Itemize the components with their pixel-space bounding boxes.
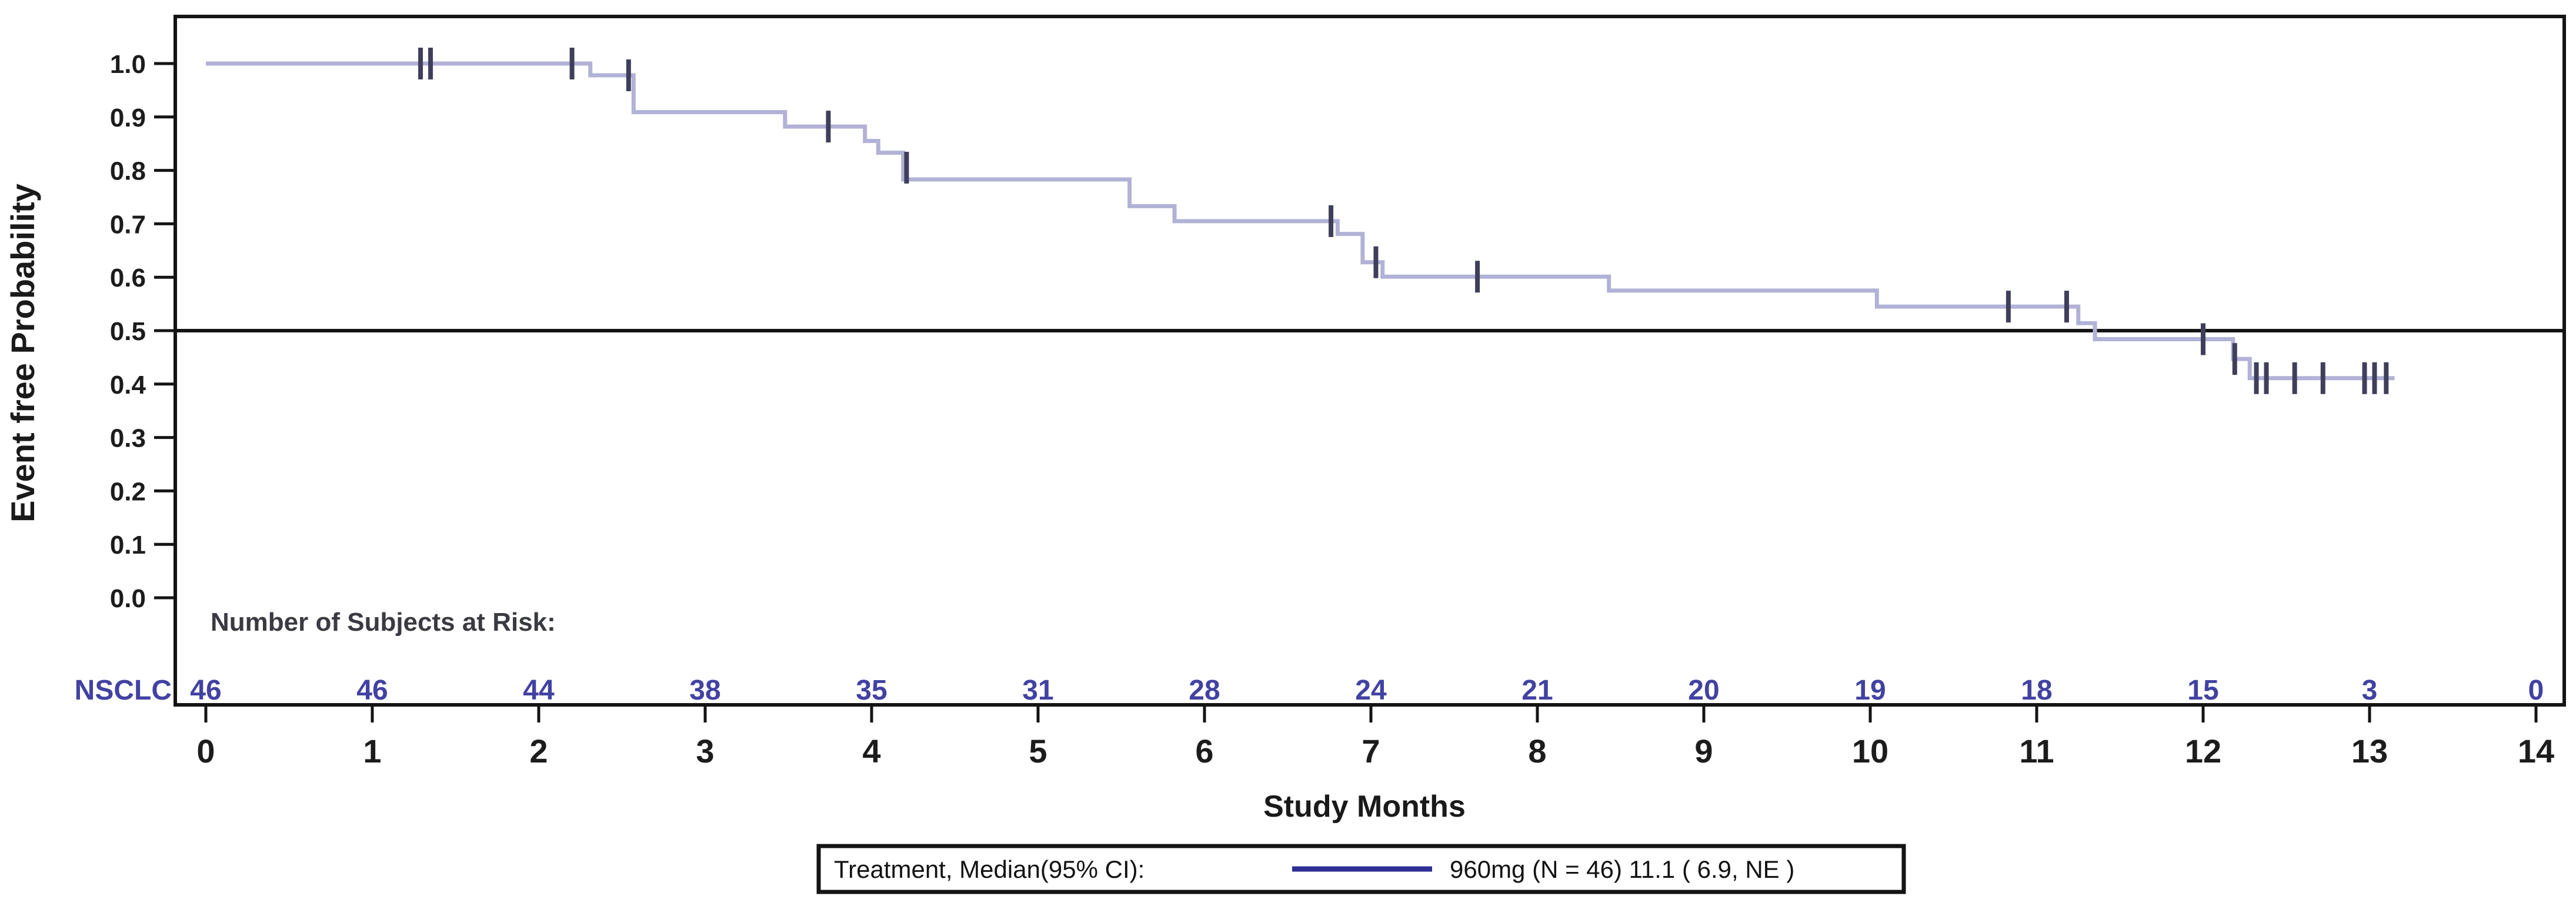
x-tick-label: 13 [2351, 732, 2388, 770]
y-tick-label: 0.7 [110, 210, 146, 239]
y-tick-label: 0.0 [110, 584, 146, 613]
x-tick-label: 6 [1195, 732, 1213, 770]
y-tick-label: 0.5 [110, 317, 146, 346]
y-tick-label: 0.2 [110, 477, 146, 506]
risk-count: 31 [1022, 675, 1053, 706]
risk-count: 15 [2187, 675, 2218, 706]
y-tick-label: 0.9 [110, 104, 146, 132]
y-tick-label: 0.4 [110, 371, 146, 399]
x-tick-label: 11 [2019, 732, 2054, 770]
x-tick-label: 2 [529, 732, 548, 770]
legend: Treatment, Median(95% CI): 960mg (N = 46… [816, 844, 1906, 894]
x-tick-label: 4 [862, 732, 880, 770]
plot-border [173, 15, 2566, 707]
x-tick-label: 1 [363, 732, 381, 770]
y-tick-label: 1.0 [110, 50, 146, 79]
risk-count: 28 [1189, 675, 1220, 706]
risk-row-label: NSCLC [75, 675, 172, 706]
km-curve [206, 61, 2395, 381]
y-tick-label: 0.8 [110, 157, 146, 186]
x-tick-label: 10 [1852, 732, 1888, 770]
x-tick-label: 3 [696, 732, 714, 770]
risk-count: 44 [523, 675, 555, 706]
x-tick-label: 0 [196, 732, 215, 770]
risk-count: 18 [2021, 675, 2052, 706]
x-tick-label: 5 [1029, 732, 1047, 770]
x-tick-label: 7 [1362, 732, 1380, 770]
x-tick-label: 14 [2518, 732, 2554, 770]
y-tick-label: 0.3 [110, 424, 146, 453]
legend-label-left: Treatment, Median(95% CI): [834, 855, 1144, 883]
x-tick-label: 9 [1694, 732, 1713, 770]
x-tick-label: 8 [1528, 732, 1546, 770]
y-axis-title: Event free Probability [4, 184, 41, 522]
risk-count: 24 [1355, 675, 1387, 706]
chart-dynamic-layer: 1.00.90.80.70.60.50.40.30.20.10.00 1 2 3 4 5 6… [110, 15, 2566, 770]
x-axis-title: Study Months [1263, 790, 1466, 824]
risk-count: 3 [2362, 675, 2378, 706]
risk-count: 38 [689, 675, 720, 706]
x-tick-label: 12 [2185, 732, 2221, 770]
risk-count: 20 [1688, 675, 1719, 706]
y-tick-label: 0.1 [110, 531, 146, 560]
risk-count: 46 [356, 675, 388, 706]
y-tick-label: 0.6 [110, 264, 146, 292]
risk-count: 19 [1854, 675, 1886, 706]
risk-table-heading: Number of Subjects at Risk: [211, 608, 556, 637]
risk-count: 35 [856, 675, 887, 706]
legend-label-right: 960mg (N = 46) 11.1 ( 6.9, NE ) [1450, 855, 1794, 883]
risk-count: 46 [190, 675, 221, 706]
risk-count: 0 [2528, 675, 2544, 706]
risk-count: 21 [1521, 675, 1553, 706]
